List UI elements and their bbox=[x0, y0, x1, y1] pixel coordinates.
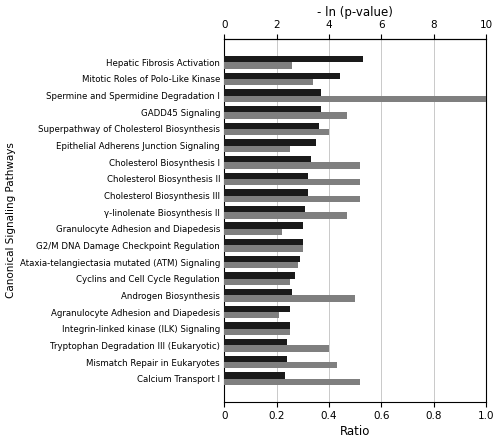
Bar bbox=[224, 95, 486, 102]
Bar bbox=[224, 279, 290, 285]
Bar bbox=[224, 322, 290, 329]
Bar bbox=[224, 373, 284, 379]
Bar bbox=[224, 239, 303, 246]
Bar bbox=[224, 89, 321, 95]
Bar bbox=[224, 329, 290, 335]
Bar bbox=[224, 379, 360, 385]
Bar bbox=[224, 339, 287, 345]
Bar bbox=[224, 312, 280, 318]
Bar bbox=[224, 362, 337, 369]
Bar bbox=[224, 106, 321, 112]
Bar bbox=[224, 262, 298, 269]
Bar bbox=[224, 129, 329, 135]
Y-axis label: Canonical Signaling Pathways: Canonical Signaling Pathways bbox=[6, 143, 16, 298]
Bar bbox=[224, 162, 360, 169]
Bar bbox=[224, 273, 295, 279]
Bar bbox=[224, 212, 348, 218]
Bar bbox=[224, 289, 292, 295]
Bar bbox=[224, 295, 355, 302]
Bar bbox=[224, 246, 303, 252]
Bar bbox=[224, 156, 310, 162]
Bar bbox=[224, 189, 308, 195]
Bar bbox=[224, 229, 282, 235]
Bar bbox=[224, 206, 306, 212]
Bar bbox=[224, 56, 363, 62]
Bar bbox=[224, 356, 287, 362]
Bar bbox=[224, 306, 290, 312]
Bar bbox=[224, 195, 360, 202]
Bar bbox=[224, 72, 340, 79]
Bar bbox=[224, 146, 290, 152]
Bar bbox=[224, 112, 348, 119]
Bar bbox=[224, 256, 300, 262]
Bar bbox=[224, 123, 318, 129]
Bar bbox=[224, 345, 329, 352]
X-axis label: Ratio: Ratio bbox=[340, 425, 370, 438]
Bar bbox=[224, 222, 303, 229]
Bar bbox=[224, 79, 314, 85]
Bar bbox=[224, 139, 316, 146]
Bar bbox=[224, 173, 308, 179]
Bar bbox=[224, 179, 360, 185]
X-axis label: - ln (p-value): - ln (p-value) bbox=[318, 6, 393, 19]
Bar bbox=[224, 62, 292, 68]
